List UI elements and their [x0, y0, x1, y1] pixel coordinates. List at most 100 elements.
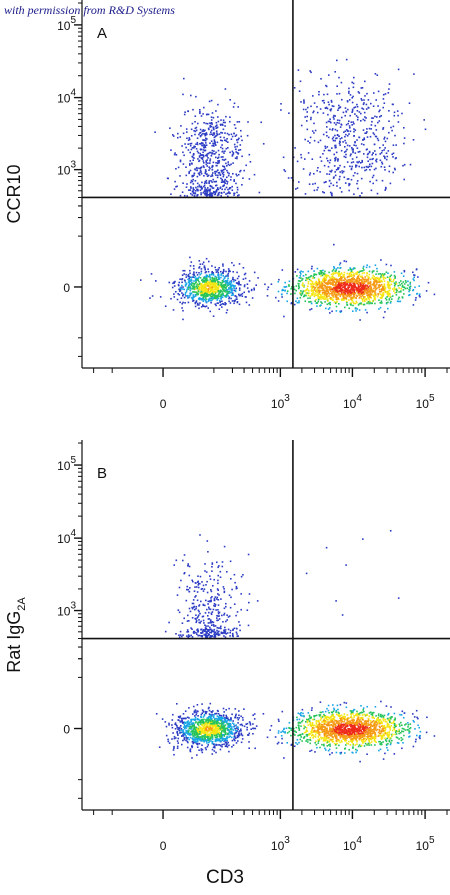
data-point	[359, 195, 361, 197]
data-point	[403, 286, 406, 288]
data-point	[371, 291, 373, 293]
data-point	[209, 702, 212, 705]
data-point	[179, 634, 182, 636]
data-point	[409, 285, 412, 288]
data-point	[331, 294, 333, 296]
data-point	[328, 302, 330, 305]
data-point	[316, 111, 319, 114]
data-point	[315, 273, 318, 276]
data-point	[288, 284, 290, 286]
data-point	[225, 709, 227, 711]
data-point	[332, 116, 335, 119]
data-point	[151, 295, 154, 297]
data-point	[188, 738, 190, 741]
data-point	[332, 295, 334, 297]
data-point	[202, 287, 205, 289]
data-point	[211, 144, 213, 147]
data-point	[185, 735, 187, 737]
data-point	[188, 729, 190, 732]
data-point	[217, 710, 219, 712]
data-point	[200, 192, 202, 194]
data-point	[315, 280, 317, 283]
data-point	[344, 290, 347, 293]
data-point	[245, 723, 247, 725]
data-point	[203, 296, 205, 298]
data-point	[236, 141, 239, 144]
data-point	[197, 614, 200, 617]
data-point	[215, 130, 218, 132]
data-point	[286, 292, 288, 295]
data-point	[175, 291, 177, 293]
data-point	[343, 297, 346, 300]
data-point	[215, 110, 217, 112]
data-point	[238, 263, 241, 265]
data-point	[282, 289, 285, 291]
data-point	[310, 293, 313, 295]
data-point	[206, 194, 208, 196]
data-point	[198, 280, 200, 283]
data-point	[237, 728, 239, 731]
data-point	[419, 296, 421, 298]
data-point	[322, 112, 325, 114]
data-point	[186, 716, 189, 719]
data-point	[214, 718, 216, 720]
data-point	[373, 92, 375, 94]
data-point	[215, 170, 218, 173]
data-point	[206, 155, 208, 157]
data-point	[369, 135, 372, 138]
data-point	[227, 192, 230, 194]
data-point	[320, 272, 323, 275]
data-point	[382, 278, 385, 280]
data-point	[341, 276, 343, 279]
data-point	[366, 148, 368, 150]
data-point	[379, 159, 382, 162]
data-point	[195, 620, 198, 622]
data-point	[201, 703, 203, 705]
data-point	[236, 145, 238, 148]
data-point	[394, 292, 396, 294]
data-point	[246, 287, 249, 289]
data-point	[210, 180, 212, 182]
data-point	[202, 149, 205, 151]
data-point	[215, 722, 218, 725]
data-point	[366, 285, 369, 287]
data-point	[225, 744, 228, 747]
data-point	[356, 278, 358, 281]
data-point	[198, 749, 200, 751]
data-point	[352, 304, 354, 307]
data-point	[328, 307, 331, 309]
data-point	[233, 143, 236, 146]
data-point	[216, 734, 218, 736]
data-point	[352, 82, 355, 85]
data-point	[180, 725, 182, 727]
data-point	[182, 93, 184, 96]
data-point	[353, 128, 355, 130]
data-point	[285, 285, 288, 288]
data-point	[314, 282, 317, 284]
data-point	[339, 262, 342, 264]
data-point	[229, 728, 232, 731]
data-point	[200, 272, 203, 275]
data-point	[183, 154, 185, 157]
data-point	[364, 116, 366, 118]
data-point	[212, 134, 214, 136]
data-point	[192, 188, 195, 190]
data-point	[213, 732, 215, 735]
data-point	[252, 733, 254, 735]
data-point	[187, 301, 190, 304]
data-point	[206, 122, 209, 125]
data-point	[348, 87, 350, 90]
data-point	[182, 132, 185, 135]
data-point	[199, 273, 201, 276]
data-point	[415, 268, 418, 271]
data-point	[224, 303, 226, 306]
data-point	[317, 286, 320, 289]
data-point	[354, 172, 356, 174]
data-point	[205, 170, 207, 173]
data-point	[238, 289, 241, 291]
data-point	[230, 280, 233, 282]
data-point	[374, 302, 376, 305]
data-point	[337, 292, 340, 294]
data-point	[223, 731, 225, 733]
data-point	[339, 311, 342, 313]
